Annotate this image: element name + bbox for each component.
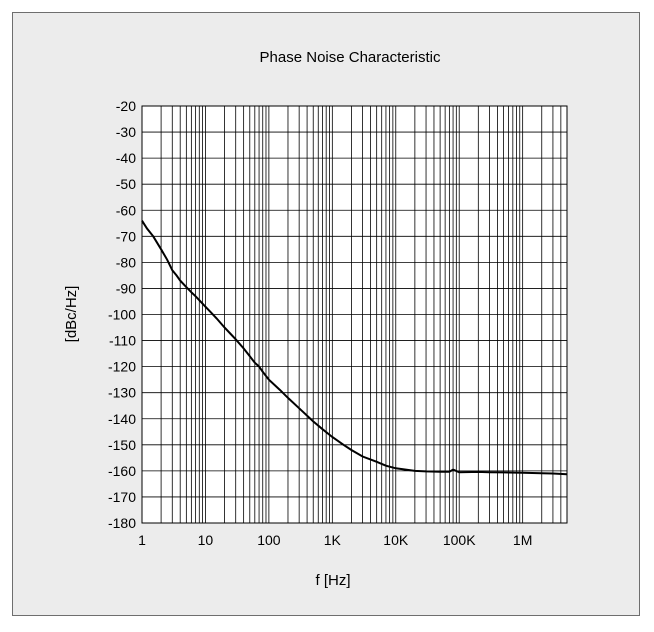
x-tick-label: 100 xyxy=(257,532,281,548)
x-tick-label: 10K xyxy=(383,532,409,548)
phase-noise-chart: Phase Noise Characteristic -20-30-40-50-… xyxy=(63,49,568,589)
series-line xyxy=(141,220,568,476)
y-tick-label: -50 xyxy=(116,176,136,192)
y-tick-label: -120 xyxy=(108,359,136,375)
y-tick-label: -160 xyxy=(108,463,136,479)
y-tick-label: -20 xyxy=(116,98,136,114)
y-tick-label: -90 xyxy=(116,280,136,296)
chart-title: Phase Noise Characteristic xyxy=(260,49,441,66)
x-tick-label: 10 xyxy=(198,532,214,548)
y-tick-label: -150 xyxy=(108,437,136,453)
x-tick-label: 1K xyxy=(324,532,342,548)
y-tick-label: -80 xyxy=(116,254,136,270)
x-axis-label: f [Hz] xyxy=(315,572,350,589)
plot-border xyxy=(141,105,568,524)
y-tick-label: -110 xyxy=(109,333,136,349)
y-tick-label: -180 xyxy=(108,515,136,531)
y-axis-label: [dBc/Hz] xyxy=(63,286,80,343)
y-tick-label: -130 xyxy=(108,385,136,401)
y-tick-label: -60 xyxy=(116,202,136,218)
y-tick-label: -40 xyxy=(116,150,136,166)
y-tick-label: -140 xyxy=(108,411,136,427)
y-tick-label: -70 xyxy=(116,228,136,244)
y-tick-label: -100 xyxy=(108,307,136,323)
y-tick-labels: -20 -30 -40 -50 -60 -70 -80 -90 -100 -110 -120 -130… xyxy=(108,98,136,531)
x-tick-label: 1 xyxy=(138,532,146,548)
grid-lines xyxy=(142,106,567,523)
y-tick-label: -170 xyxy=(108,489,136,505)
x-tick-label: 1M xyxy=(513,532,532,548)
x-tick-label: 100K xyxy=(443,532,476,548)
y-tick-label: -30 xyxy=(116,124,136,140)
chart-frame: Phase Noise Characteristic -20 -30 -40 -50-… xyxy=(12,12,640,616)
x-tick-labels: 1 10 100 1K 10K 100K 1M xyxy=(138,532,532,548)
